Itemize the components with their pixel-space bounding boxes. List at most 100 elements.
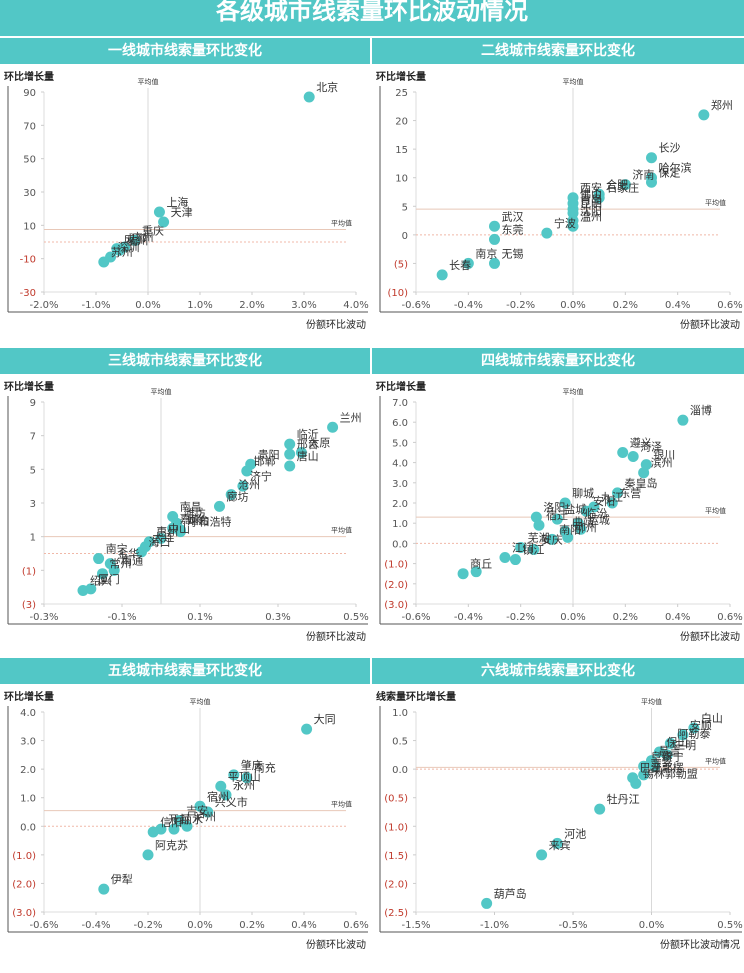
- data-point: [301, 723, 313, 735]
- data-point-label: 唐山: [297, 449, 319, 463]
- y-tick-label: (2.0): [384, 879, 408, 890]
- average-y-label: 平均值: [705, 756, 726, 765]
- data-point: [462, 257, 474, 269]
- x-tick-label: -0.6%: [401, 612, 430, 623]
- data-point-label: 厦门: [98, 572, 120, 586]
- data-point-label: 阿勒泰: [677, 726, 710, 740]
- x-tick-label: -2.0%: [29, 300, 58, 311]
- data-point: [136, 546, 147, 558]
- data-point: [220, 789, 232, 801]
- data-point-label: 保山: [666, 735, 688, 749]
- data-point-label: 青岛: [580, 192, 602, 206]
- data-point: [646, 152, 657, 164]
- y-tick-label: 1.0: [20, 794, 36, 805]
- data-point-label: 长沙: [659, 142, 681, 155]
- y-tick-label: 10: [395, 174, 408, 185]
- data-point-label: 南阳: [559, 523, 581, 536]
- data-point: [215, 780, 227, 792]
- data-point-label: 安庆: [541, 532, 563, 546]
- chart-panel-tier2: 二线城市线索量环比变化 环比增长量 份额环比波动 (10) (5) 0 5 10 15 20 25…: [372, 38, 744, 338]
- data-point-label: 东营: [619, 486, 641, 500]
- data-point: [77, 585, 89, 597]
- data-point: [225, 489, 237, 501]
- y-tick-label: 5: [402, 202, 408, 213]
- data-point: [515, 541, 527, 553]
- chart-title: 二线城市线索量环比变化: [372, 38, 744, 64]
- data-point-label: 合肥: [606, 177, 628, 191]
- data-point-label: 南充: [254, 761, 276, 775]
- data-point-label: 永州: [233, 778, 255, 792]
- y-tick-label: 0: [402, 231, 408, 242]
- y-tick-label: 0.0: [392, 539, 408, 550]
- data-point: [181, 820, 193, 832]
- average-x-label: 平均值: [641, 697, 662, 706]
- data-point-label: 成都: [124, 233, 146, 246]
- data-point-label: 伊犁: [111, 872, 133, 886]
- data-point-label: 常州: [110, 558, 132, 571]
- data-point-label: 信阳: [160, 816, 182, 829]
- data-point-label: 东莞: [502, 223, 524, 236]
- average-y-label: 平均值: [331, 526, 352, 535]
- x-tick-label: -0.6%: [29, 920, 58, 931]
- chart-panel-tier6: 六线城市线索量环比变化 线索量环比增长量 份额环比波动情况 (2.5) (2.0) (1…: [372, 658, 744, 958]
- data-point: [528, 543, 540, 555]
- data-point: [559, 497, 571, 509]
- data-point-label: 宁波: [554, 216, 576, 230]
- data-point-label: 葫芦岛: [494, 886, 527, 900]
- data-point: [649, 760, 661, 772]
- x-axis-label: 份额环比波动: [306, 630, 366, 643]
- data-point-label: 兰州: [340, 411, 362, 424]
- chart-panel-tier4: 四线城市线索量环比变化 环比增长量 份额环比波动 (3.0) (2.0) (1.0) 0.…: [372, 348, 744, 650]
- data-point-label: 菏泽: [640, 441, 662, 454]
- y-axis-label: 环比增长量: [376, 380, 426, 393]
- data-point: [327, 421, 339, 433]
- x-tick-label: -0.2%: [133, 920, 162, 931]
- y-tick-label: 4.0: [20, 708, 36, 719]
- data-point-label: 临汾: [585, 506, 607, 520]
- data-point-label: 盐城: [564, 503, 586, 516]
- data-point: [284, 460, 296, 472]
- data-point: [241, 465, 253, 477]
- data-point-label: 牡丹江: [607, 792, 640, 806]
- data-point: [436, 269, 448, 281]
- chart-panel-tier5: 五线城市线索量环比变化 环比增长量 份额环比波动 (3.0) (2.0) (1.0) 0.…: [0, 658, 370, 958]
- x-tick-label: -1.0%: [480, 920, 509, 931]
- data-point-label: 西安: [580, 181, 602, 195]
- x-tick-label: -0.1%: [107, 612, 136, 623]
- y-tick-label: 3: [30, 499, 36, 510]
- x-tick-label: -0.2%: [506, 300, 535, 311]
- data-point: [129, 234, 141, 246]
- data-point-label: 武汉: [502, 210, 524, 223]
- data-point: [562, 531, 574, 543]
- data-point: [158, 216, 170, 228]
- data-point: [638, 769, 650, 781]
- x-tick-label: 0.0%: [639, 920, 664, 931]
- x-tick-label: 0.3%: [265, 612, 290, 623]
- x-tick-label: 0.1%: [187, 612, 212, 623]
- average-y-label: 平均值: [331, 800, 352, 809]
- data-point-label: 遵义: [630, 436, 652, 450]
- data-point: [108, 564, 120, 576]
- y-tick-label: 70: [23, 121, 36, 132]
- data-point-label: 呼和浩特: [188, 515, 232, 529]
- data-point-label: 江门: [512, 541, 534, 555]
- x-tick-label: -0.6%: [401, 300, 430, 311]
- data-point: [551, 513, 563, 525]
- y-tick-label: 0.0: [392, 765, 408, 776]
- y-axis-label: 环比增长量: [376, 70, 426, 83]
- x-tick-label: 2.0%: [239, 300, 264, 311]
- data-point-label: 邢台: [297, 437, 319, 451]
- y-tick-label: (3.0): [12, 908, 36, 919]
- y-axis-label: 环比增长量: [4, 70, 54, 83]
- y-tick-label: 25: [395, 88, 408, 99]
- x-tick-label: -0.4%: [454, 300, 483, 311]
- data-point-label: 温州: [580, 210, 602, 223]
- y-tick-label: 3.0: [392, 479, 408, 490]
- y-axis-label: 环比增长量: [4, 690, 54, 703]
- y-tick-label: (10): [387, 288, 408, 299]
- y-tick-label: (3): [22, 600, 36, 611]
- data-point-label: 天津: [171, 206, 193, 219]
- x-tick-label: 0.6%: [717, 612, 742, 623]
